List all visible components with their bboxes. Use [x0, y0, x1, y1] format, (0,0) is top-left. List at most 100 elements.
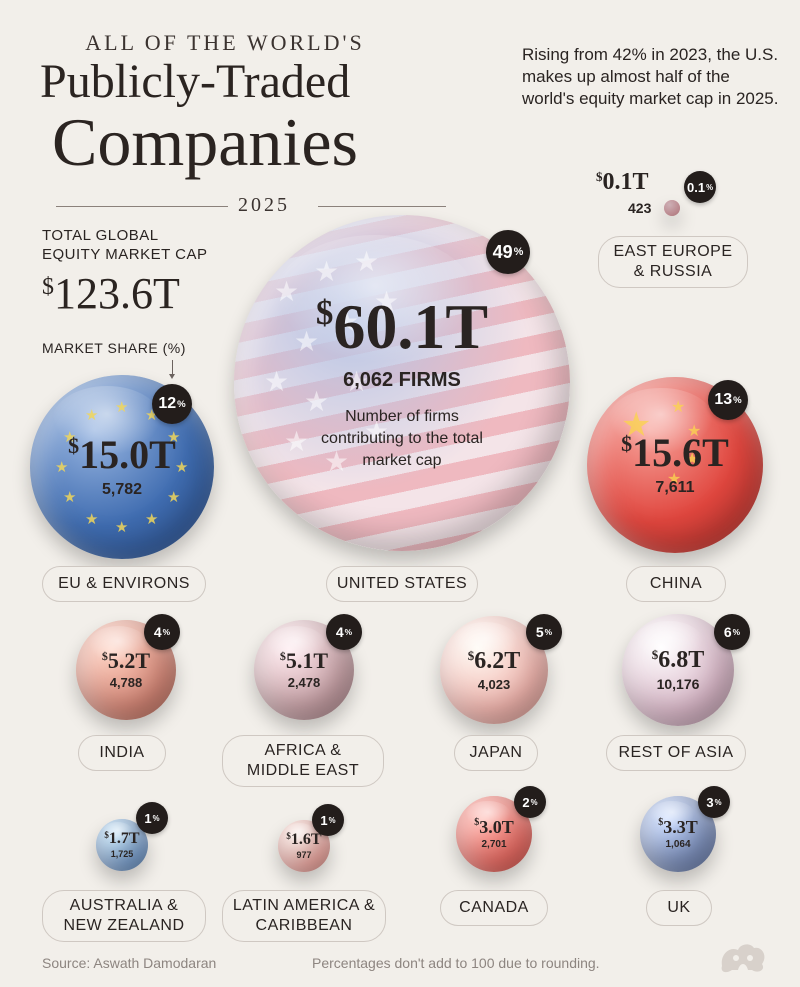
percent-sign: %: [177, 398, 186, 410]
us-star-icon: ★: [334, 306, 360, 337]
us-star-icon: ★: [314, 256, 340, 287]
total-label-line-2: EQUITY MARKET CAP: [42, 246, 208, 263]
currency-sign: $: [279, 649, 286, 663]
eu-star-icon: ★: [166, 489, 181, 506]
bubble-content: $3.3T 1,064: [640, 796, 716, 872]
bubble-amount: 6.2T: [474, 647, 521, 674]
bubble-amount: 15.0T: [79, 432, 176, 477]
market-share-arrow: [169, 360, 175, 379]
share-badge-japan: 5%: [526, 614, 562, 650]
eu-star-icon: ★: [175, 459, 189, 476]
share-value: 49: [492, 241, 513, 262]
bubble-amount: 60.1T: [333, 290, 489, 362]
bubble-australia-new-zealand: $1.7T 1,725: [96, 819, 148, 871]
share-badge-rest-of-asia: 6%: [714, 614, 750, 650]
bubble-firm-count: 10,176: [656, 676, 700, 692]
share-value: 4: [153, 624, 162, 640]
share-value: 13: [714, 391, 733, 408]
currency-sign: $: [467, 647, 475, 663]
eu-star-icon: ★: [63, 429, 77, 446]
bubble-value: $1.6T: [286, 832, 321, 848]
bubble-content: $5.2T 4,788: [76, 620, 176, 720]
percent-sign: %: [714, 797, 722, 807]
share-value: 3: [706, 794, 714, 810]
bubble-content: $3.0T 2,701: [456, 796, 532, 872]
region-label-latin-america-caribbean: LATIN AMERICA & CARIBBEAN: [222, 890, 386, 942]
region-label-eu-environs: EU & ENVIRONS: [42, 566, 206, 602]
eu-star-icon: ★: [166, 429, 181, 446]
bubble-amount: 3.3T: [663, 817, 698, 837]
china-star-icon: ★: [687, 423, 702, 440]
bubble-east-europe-russia: [664, 200, 680, 216]
currency-sign: $: [101, 649, 108, 663]
eu-star-icon: ★: [55, 459, 69, 476]
eu-star-icon: ★: [85, 407, 99, 425]
title-line-2: Companies: [52, 104, 358, 180]
bubble-gloss: [452, 622, 518, 664]
percent-sign: %: [513, 246, 524, 258]
bubble-gloss: [274, 235, 476, 363]
bubble-content: $5.1T 2,478: [254, 620, 354, 720]
share-badge-united-states: 49%: [486, 230, 530, 274]
bubble-value: $3.3T: [658, 817, 698, 837]
percent-sign: %: [544, 627, 553, 637]
us-star-icon: ★: [294, 326, 320, 357]
us-star-icon: ★: [354, 246, 380, 277]
bubble-firm-count: 4,788: [109, 675, 143, 690]
share-value: 2: [522, 794, 530, 810]
currency-sign: $: [286, 831, 291, 841]
bubble-amount: 1.6T: [290, 831, 322, 848]
year-rule-right: [318, 206, 446, 207]
total-value: $123.6T: [42, 268, 180, 319]
share-badge-africa-middle-east: 4%: [326, 614, 362, 650]
china-star-icon: ★: [671, 399, 686, 416]
bubble-value: $6.2T: [468, 649, 521, 673]
region-label-uk: UK: [646, 890, 712, 926]
share-value: 1: [320, 812, 328, 828]
us-star-icon: ★: [324, 446, 350, 477]
bubble-firm-count: 2,478: [287, 675, 321, 690]
currency-sign: $: [621, 431, 633, 456]
rounding-note: Percentages don't add to 100 due to roun…: [312, 955, 600, 971]
region-label-japan: JAPAN: [454, 735, 538, 771]
market-share-label: MARKET SHARE (%): [42, 340, 186, 356]
eu-star-icon: ★: [115, 519, 129, 536]
eu-star-icon: ★: [85, 510, 99, 528]
us-star-icon: ★: [274, 276, 300, 307]
share-value: 4: [335, 624, 344, 640]
bubble-content: $15.6T 7,611: [587, 377, 763, 553]
header-year: 2025: [238, 194, 290, 216]
region-label-united-states: UNITED STATES: [326, 566, 478, 602]
us-star-icon: ★: [374, 286, 400, 317]
share-badge-latin-america-caribbean: 1%: [312, 804, 344, 836]
bubble-gloss: [635, 620, 703, 664]
share-value: 0.1: [686, 179, 706, 195]
percent-sign: %: [733, 394, 742, 406]
bubble-value: $6.8T: [652, 648, 705, 672]
region-label-india: INDIA: [78, 735, 166, 771]
share-badge-eu-environs: 12%: [152, 384, 192, 424]
us-star-icon: ★: [264, 366, 290, 397]
bubble-firm-count: 1,064: [665, 839, 691, 850]
source-text: Source: Aswath Damodaran: [42, 955, 217, 971]
total-currency: $: [42, 274, 54, 300]
bubble-amount: 6.8T: [658, 647, 705, 673]
header-kicker: ALL OF THE WORLD'S: [85, 30, 365, 55]
bubble-amount: 5.1T: [285, 648, 329, 673]
bubble-value: $1.7T: [104, 831, 139, 847]
bubble-eu-environs: ★ ★ ★ ★ ★ ★ ★ ★ ★ ★ ★ ★ $15.0T 5,782: [30, 375, 214, 559]
bubble-firm-count: 6,062 FIRMS: [343, 368, 461, 391]
percent-sign: %: [344, 627, 353, 637]
share-badge-east-europe-russia: 0.1%: [684, 171, 716, 203]
share-value: 5: [535, 624, 544, 640]
share-badge-australia-new-zealand: 1%: [136, 802, 168, 834]
total-label-line-1: TOTAL GLOBAL: [42, 227, 159, 244]
share-badge-canada: 2%: [514, 786, 546, 818]
currency-sign: $: [658, 817, 664, 828]
currency-sign: $: [596, 169, 603, 184]
bubble-content: $6.2T 4,023: [440, 616, 548, 724]
percent-sign: %: [152, 813, 160, 823]
eu-star-icon: ★: [115, 399, 129, 416]
bubble-value: $15.0T: [68, 435, 176, 475]
share-badge-uk: 3%: [698, 786, 730, 818]
